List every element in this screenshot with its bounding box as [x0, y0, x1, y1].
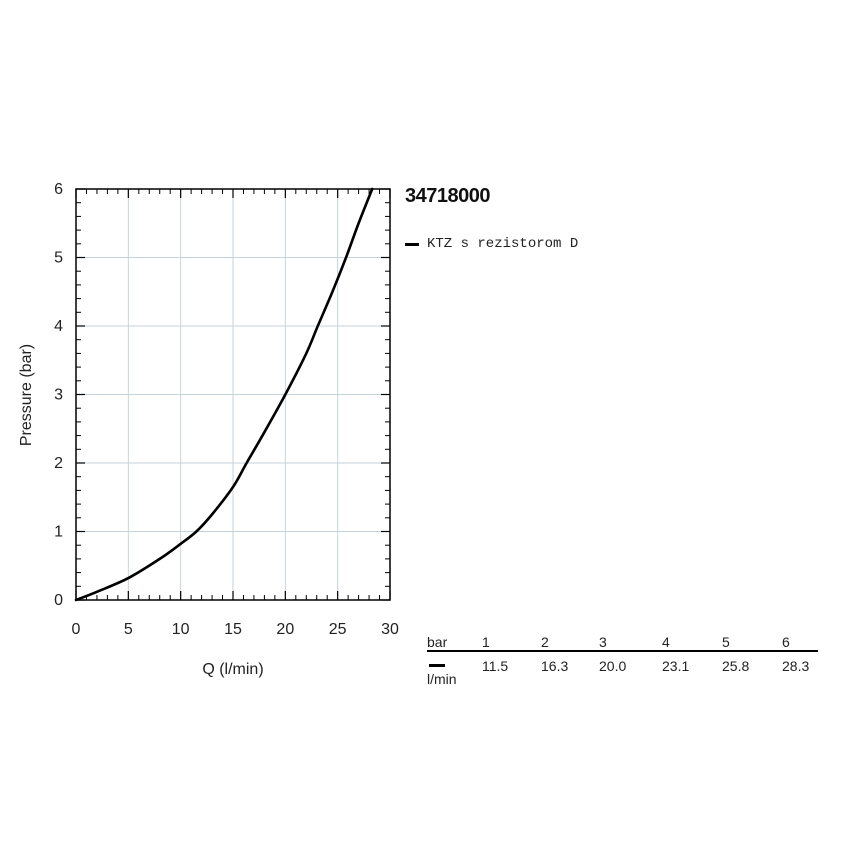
x-tick-label: 10 [172, 621, 190, 638]
y-tick-labels: 0 1 2 3 4 5 6 [54, 181, 63, 609]
pressure-cell: 6 [782, 634, 790, 650]
y-tick-label: 5 [54, 250, 63, 267]
x-tick-label: 15 [224, 621, 242, 638]
flow-cell: 16.3 [541, 658, 569, 674]
x-tick-labels: 0 5 10 15 20 25 30 [72, 621, 399, 638]
x-tick-label: 30 [381, 621, 399, 638]
pressure-cell: 5 [722, 634, 730, 650]
x-tick-label: 5 [124, 621, 133, 638]
pressure-header-row: bar 1 2 3 4 5 6 [427, 634, 818, 652]
y-tick-label: 1 [54, 524, 63, 541]
series-line-ktz-s-rezistorom-d [74, 187, 374, 602]
pressure-cell: 2 [541, 634, 549, 650]
y-axis-label: Pressure (bar) [18, 344, 35, 446]
y-tick-label: 3 [54, 387, 63, 404]
x-tick-label: 20 [276, 621, 294, 638]
flow-unit-label: l/min [427, 671, 457, 687]
y-tick-label: 0 [54, 592, 63, 609]
flow-value-row: 11.5 16.3 20.0 23.1 25.8 28.3 [427, 658, 818, 676]
y-tick-label: 4 [54, 318, 63, 335]
plot-frame [75, 188, 391, 601]
x-tick-label: 0 [72, 621, 81, 638]
y-tick-label: 6 [54, 181, 63, 198]
pressure-unit-label: bar [427, 634, 448, 650]
grid-lines [76, 189, 390, 600]
pressure-cell: 3 [599, 634, 607, 650]
flow-rate-table: bar 1 2 3 4 5 6 11.5 16.3 20.0 23.1 25.8… [427, 634, 818, 687]
flow-cell: 20.0 [599, 658, 627, 674]
flow-cell: 11.5 [482, 658, 509, 674]
flow-cell: 28.3 [782, 658, 810, 674]
x-axis-label: Q (l/min) [202, 661, 263, 678]
flow-cell: 23.1 [662, 658, 690, 674]
pressure-cell: 1 [482, 634, 490, 650]
pressure-cell: 4 [662, 634, 670, 650]
legend: KTZ s rezistorom D [405, 236, 578, 252]
flow-cell: 25.8 [722, 658, 750, 674]
flow-row-line-swatch [429, 664, 445, 667]
legend-line-swatch [405, 242, 419, 246]
legend-label: KTZ s rezistorom D [427, 236, 579, 252]
y-tick-label: 2 [54, 455, 63, 472]
product-number-title: 34718000 [405, 185, 490, 207]
x-tick-label: 25 [329, 621, 347, 638]
